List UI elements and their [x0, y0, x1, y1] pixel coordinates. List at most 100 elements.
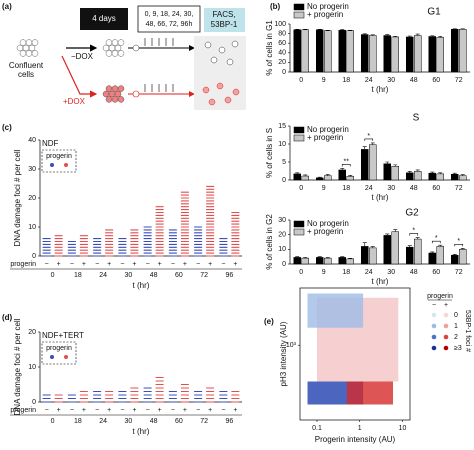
legend-label: No progerin: [307, 219, 349, 228]
foci-stack: [67, 394, 76, 403]
y-tick-label: 10: [278, 141, 286, 148]
legend-swatch: [293, 220, 305, 228]
bar: [428, 252, 436, 265]
legend-row: 2: [454, 334, 458, 341]
foci-stack: [105, 390, 114, 403]
group-tick-label: +: [183, 407, 187, 414]
chart-title: G2: [405, 208, 419, 219]
error-bar: [362, 146, 367, 150]
timepoints: 48, 66, 72, 96h: [146, 21, 193, 28]
x-tick-label: 72: [455, 77, 463, 84]
panel-label: (c): [2, 123, 12, 132]
cell: [31, 50, 39, 57]
foci-stack: [42, 238, 51, 257]
cell: [231, 40, 239, 48]
x-tick-label: 1: [358, 425, 362, 432]
legend-side-title: 53BP-1 foci #: [464, 310, 471, 352]
bar: [406, 36, 414, 73]
error-bar: [430, 251, 435, 253]
legend-dot: [443, 323, 449, 329]
x-tick-label: 24: [365, 269, 373, 276]
panel-label: (d): [2, 313, 13, 322]
x-tick-label: 72: [455, 185, 463, 192]
foci-stack: [219, 390, 228, 403]
x-tick-label: 96: [225, 272, 233, 279]
timepoints-box: [137, 5, 201, 33]
point-cloud: [307, 293, 364, 328]
error-bar: [415, 169, 420, 172]
cell: [28, 44, 36, 52]
x-tick-label: 60: [432, 185, 440, 192]
error-bar: [393, 229, 398, 232]
group-tick-label: −: [221, 261, 225, 268]
foci-stack: [54, 235, 63, 257]
error-bar: [430, 171, 435, 174]
chart-title: G1: [427, 7, 441, 18]
x-tick-label: 60: [175, 272, 183, 279]
significance-bracket: [454, 244, 464, 247]
point-cloud: [346, 381, 393, 405]
arrow: [61, 55, 98, 98]
significance: **: [344, 158, 350, 165]
legend-label: No progerin: [307, 2, 349, 11]
x-tick-label: 30: [387, 77, 395, 84]
foci-stack: [79, 235, 88, 257]
bar: [414, 171, 422, 181]
foci-stack: [155, 376, 164, 403]
foci-stack: [130, 387, 139, 403]
group-tick-label: +: [107, 407, 111, 414]
y-tick-label: 60: [278, 40, 286, 47]
bar: [293, 29, 301, 73]
bar: [324, 257, 332, 265]
y-tick-label: 5: [282, 159, 286, 166]
error-bar: [430, 35, 435, 37]
error-bar: [370, 142, 375, 145]
foci-stack: [180, 191, 189, 257]
bar: [383, 163, 391, 181]
x-tick-label: 30: [124, 272, 132, 279]
panel-label: (e): [264, 317, 274, 326]
legend-dot: [431, 323, 437, 329]
group-tick-label: −: [70, 261, 74, 268]
cell: [226, 58, 234, 66]
bar: [301, 257, 309, 265]
error-bar: [303, 174, 308, 177]
bar: [361, 149, 369, 181]
x-axis-label: t (hr): [372, 277, 389, 286]
x-tick-label: 60: [175, 418, 183, 425]
x-tick-label: 18: [74, 418, 82, 425]
bar: [324, 30, 332, 73]
result-box: [194, 36, 246, 110]
error-bar: [438, 172, 443, 174]
legend-title: progerin: [46, 153, 72, 160]
x-tick-label: 48: [410, 77, 418, 84]
error-bar: [415, 237, 420, 240]
cell: [102, 90, 110, 98]
start-label: cells: [18, 70, 34, 79]
cell: [114, 90, 122, 98]
cell: [117, 96, 125, 103]
foci-stack: [231, 390, 240, 403]
y-axis-label: % of cells in G1: [265, 20, 274, 76]
error-bar: [317, 256, 322, 258]
significance: *: [457, 238, 460, 245]
cell: [19, 39, 27, 46]
foci-stack: [180, 383, 189, 403]
x-tick-label: 0.1: [312, 425, 322, 432]
bar: [428, 36, 436, 73]
cell: [224, 96, 232, 104]
x-tick-label: 0: [51, 418, 55, 425]
chart-title: S: [413, 113, 420, 124]
legend-title: progerin: [427, 293, 453, 300]
legend-swatch: [293, 134, 305, 142]
group-tick-label: +: [57, 407, 61, 414]
panel-label: (b): [270, 2, 281, 11]
group-tick-label: −: [196, 407, 200, 414]
error-bar: [460, 248, 465, 250]
x-tick-label: 48: [150, 418, 158, 425]
error-bar: [385, 233, 390, 236]
legend-label: + progerin: [307, 10, 343, 19]
x-tick-label: 24: [99, 418, 107, 425]
foci-stack: [206, 185, 215, 257]
